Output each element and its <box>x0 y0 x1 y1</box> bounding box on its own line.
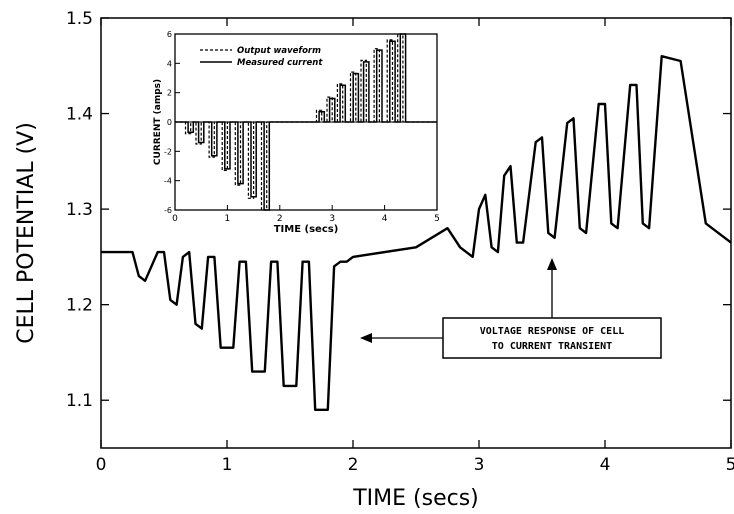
main-x-tick-label: 1 <box>222 455 233 475</box>
main-y-tick-label: 1.2 <box>66 296 93 316</box>
output-waveform-line <box>175 33 437 211</box>
main-y-tick-label: 1.3 <box>66 200 93 220</box>
inset-x-tick-label: 0 <box>172 214 178 224</box>
inset-x-tick-label: 4 <box>382 214 388 224</box>
main-y-tick-label: 1.5 <box>66 9 93 29</box>
main-x-axis-title: TIME (secs) <box>352 486 479 511</box>
main-y-axis-title: CELL POTENTIAL (V) <box>14 122 39 344</box>
inset-x-tick-label: 3 <box>329 214 335 224</box>
main-series <box>101 55 732 411</box>
inset-y-ticks: -6 -4 -2 0 2 4 6 <box>164 30 180 215</box>
inset-x-axis-title: TIME (secs) <box>274 224 339 235</box>
annotation-arrowhead-left <box>360 333 372 343</box>
inset-y-axis-title: CURRENT (amps) <box>153 79 163 165</box>
legend-label-measured-current: Measured current <box>237 58 323 68</box>
annotation-arrowhead-up <box>547 258 557 270</box>
main-x-tick-label: 2 <box>348 455 359 475</box>
annotation-line-2: TO CURRENT TRANSIENT <box>492 341 612 352</box>
inset-x-tick-label: 1 <box>225 214 231 224</box>
inset-x-ticks: 0 1 2 3 4 5 <box>172 205 440 224</box>
main-x-tick-label: 3 <box>474 455 485 475</box>
cell-potential-line <box>101 55 732 411</box>
main-y-ticks: 1.1 1.2 1.3 1.4 1.5 <box>66 9 731 411</box>
inset-x-tick-label: 2 <box>277 214 283 224</box>
legend-label-output-waveform: Output waveform <box>237 46 321 56</box>
main-plot-frame <box>100 17 732 449</box>
inset-y-tick-label: -2 <box>164 147 172 156</box>
inset-y-tick-label: -6 <box>164 206 172 215</box>
inset-legend: Output waveform Measured current <box>200 46 323 68</box>
main-x-tick-label: 0 <box>96 455 107 475</box>
inset-y-tick-label: 0 <box>167 118 172 127</box>
inset-y-tick-label: 6 <box>167 30 172 39</box>
main-x-tick-label: 5 <box>726 455 734 475</box>
inset-x-tick-label: 5 <box>434 214 440 224</box>
measured-current-line <box>175 33 437 211</box>
annotation-line-1: VOLTAGE RESPONSE OF CELL <box>480 326 625 337</box>
annotation-box <box>442 317 662 359</box>
inset-y-tick-label: 4 <box>167 59 172 68</box>
main-x-ticks: 0 1 2 3 4 5 <box>96 18 734 475</box>
inset-series <box>175 33 437 211</box>
inset-y-tick-label: 2 <box>167 89 172 98</box>
main-y-tick-label: 1.1 <box>66 391 93 411</box>
main-x-tick-label: 4 <box>600 455 611 475</box>
inset-y-tick-label: -4 <box>164 177 172 186</box>
main-y-tick-label: 1.4 <box>66 105 93 125</box>
